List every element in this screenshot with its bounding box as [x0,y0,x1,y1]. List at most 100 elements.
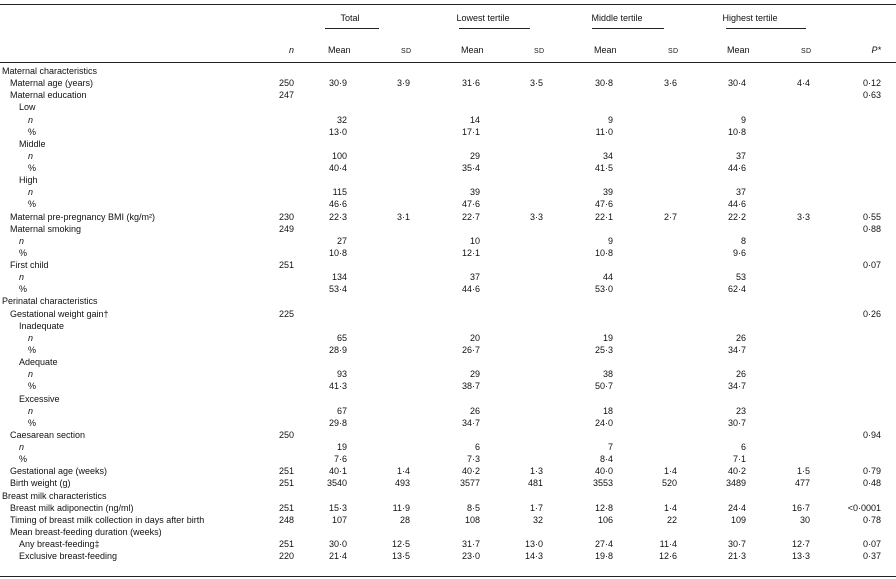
cell-mean: 9 [607,114,613,125]
cell-mean: 10·8 [328,247,347,258]
row-label: Middle [19,138,46,149]
row-label: Low [19,102,36,113]
cell-mean: 3553 [592,478,613,489]
cell-mean: 32 [336,114,347,125]
cell-mean: 26 [469,405,480,416]
row-label: Mean breast-feeding duration (weeks) [10,526,162,537]
cell-mean: 134 [331,272,347,283]
cell-mean: 9 [607,235,613,246]
row-label: n [28,150,34,161]
cell-mean: 65 [336,332,347,343]
row-label: Breast milk adiponectin (ng/ml) [10,502,134,513]
row-label: % [28,163,37,174]
cell-mean: 50·7 [594,381,613,392]
row-label: Maternal smoking [10,223,82,234]
row-label: Maternal education [10,90,87,101]
cell-sd: 13·5 [391,551,410,562]
cell-mean: 34·7 [461,417,480,428]
row-label: Inadequate [19,320,65,331]
table-bottom-rule [0,576,896,577]
cell-mean: 27 [336,235,347,246]
cell-mean: 30·4 [727,78,746,89]
cell-mean: 35·4 [461,163,480,174]
row-label: % [28,126,37,137]
cell-p-value: 0·88 [862,223,881,234]
cell-mean: 44·6 [727,199,746,210]
cell-mean: 40·0 [594,466,613,477]
cell-n: 251 [278,539,294,550]
cell-p-value: 0·94 [862,429,881,440]
row-label: Gestational age (weeks) [10,466,108,477]
cell-mean: 53·4 [328,284,347,295]
row-label: Maternal characteristics [2,66,98,76]
cell-n: 251 [278,478,294,489]
cell-mean: 28·9 [328,344,347,355]
row-label: % [28,199,37,210]
group-underline [459,28,530,29]
cell-mean: 100 [331,150,347,161]
cell-mean: 8·4 [599,454,613,465]
cell-mean: 34·7 [727,344,746,355]
cell-sd: 28 [399,514,410,525]
row-label: % [28,381,37,392]
cell-mean: 37 [469,272,480,283]
cell-mean: 12·8 [594,502,613,513]
cell-mean: 109 [730,514,746,525]
cell-mean: 26·7 [461,344,480,355]
cell-mean: 10 [469,235,480,246]
cell-mean: 7 [607,442,613,453]
cell-mean: 44·6 [461,284,480,295]
cell-mean: 93 [336,369,347,380]
cell-mean: 9·6 [732,247,746,258]
cell-mean: 31·7 [461,539,480,550]
cell-mean: 41·5 [594,163,613,174]
cell-p-value: 0·48 [862,478,881,489]
cell-sd: 14·3 [524,551,543,562]
cell-sd: 3·3 [796,211,810,222]
group-header-lowest: Lowest tertile [456,13,510,23]
cell-sd: 11·9 [392,502,410,513]
cell-sd: 22 [666,514,677,525]
cell-mean: 30·7 [727,417,746,428]
cell-mean: 46·6 [328,199,347,210]
cell-mean: 8·5 [466,502,480,513]
cell-mean: 44·6 [727,163,746,174]
cell-sd: 477 [794,478,810,489]
cell-mean: 24·4 [727,502,746,513]
cell-mean: 62·4 [727,284,746,295]
cell-mean: 22·2 [727,211,746,222]
cell-mean: 10·8 [594,247,613,258]
cell-mean: 31·6 [461,78,480,89]
cell-mean: 115 [332,187,347,198]
cell-mean: 19·8 [594,551,613,562]
row-label: Caesarean section [10,429,86,440]
cell-n: 249 [278,223,294,234]
cell-mean: 3540 [326,478,347,489]
cell-sd: 493 [394,478,410,489]
cell-mean: 29·8 [328,417,347,428]
cell-sd: 13·0 [524,539,543,550]
col-header-sd: SD [534,48,545,55]
cell-mean: 47·6 [461,199,480,210]
row-label: First child [10,260,49,271]
cell-sd: 12·7 [791,539,810,550]
cell-sd: 3·5 [529,78,543,89]
cell-mean: 40·4 [328,163,347,174]
row-label: n [28,369,34,380]
cell-p-value: 0·63 [862,90,881,101]
cell-sd: 1·4 [396,466,410,477]
cell-mean: 10·8 [727,126,746,137]
cell-sd: 1·4 [663,502,677,513]
cell-mean: 29 [469,150,480,161]
cell-sd: 3·1 [396,211,410,222]
cell-p-value: 0·12 [862,78,881,89]
cell-sd: 1·7 [529,502,543,513]
cell-p-value: 0·78 [862,514,881,525]
cell-n: 251 [278,260,294,271]
cell-mean: 27·4 [594,539,613,550]
cell-mean: 37 [735,150,746,161]
cell-mean: 21·4 [328,551,347,562]
cell-mean: 38 [602,369,613,380]
row-label: % [28,344,37,355]
col-header-n: n [288,45,294,55]
